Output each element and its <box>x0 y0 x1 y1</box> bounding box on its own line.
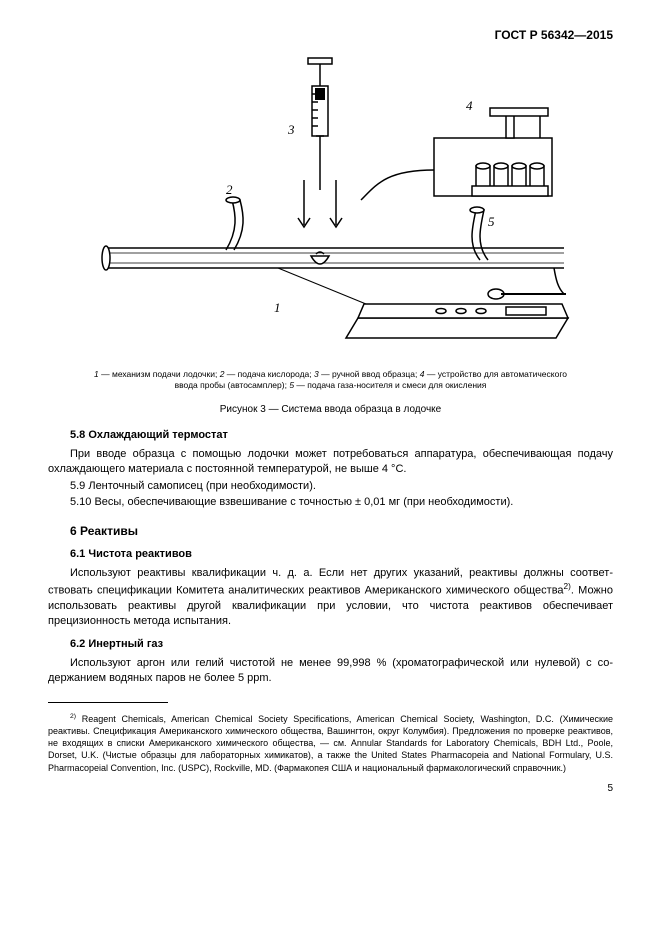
figure-label-3: 3 <box>287 122 295 137</box>
section-6-1-p1: Используют реактивы квалификации ч. д. а… <box>48 566 613 628</box>
figure-label-5: 5 <box>488 214 495 229</box>
figure-label-1: 1 <box>274 300 281 315</box>
apparatus-diagram: 3 4 2 5 1 <box>86 50 576 360</box>
section-5-9: 5.9 Ленточный самописец (при необходимос… <box>48 479 613 494</box>
figure-label-4: 4 <box>466 98 473 113</box>
section-6-title: 6 Реактивы <box>48 524 613 538</box>
footnote-divider <box>48 702 168 703</box>
figure-label-2: 2 <box>226 182 233 197</box>
section-6-1-title: 6.1 Чистота реактивов <box>48 548 613 560</box>
figure-3: 3 4 2 5 1 <box>48 50 613 365</box>
section-6-2-title: 6.2 Инертный газ <box>48 638 613 650</box>
page-number: 5 <box>48 783 613 794</box>
section-5-8-p1: При вводе образца с помощью лодочки може… <box>48 447 613 477</box>
document-id: ГОСТ Р 56342—2015 <box>48 28 613 42</box>
page: ГОСТ Р 56342—2015 <box>0 0 661 812</box>
section-5-10: 5.10 Весы, обеспечивающие взвешивание с … <box>48 495 613 510</box>
figure-legend: 1 — механизм подачи лодочки; 2 — подача … <box>48 369 613 392</box>
section-5-8-title: 5.8 Охлаждающий термостат <box>48 429 613 441</box>
footnote-2: 2) Reagent Chemicals, American Chemical … <box>48 712 613 774</box>
figure-caption: Рисунок 3 — Система ввода образца в лодо… <box>48 404 613 415</box>
section-6-2-p1: Используют аргон или гелий чистотой не м… <box>48 656 613 686</box>
